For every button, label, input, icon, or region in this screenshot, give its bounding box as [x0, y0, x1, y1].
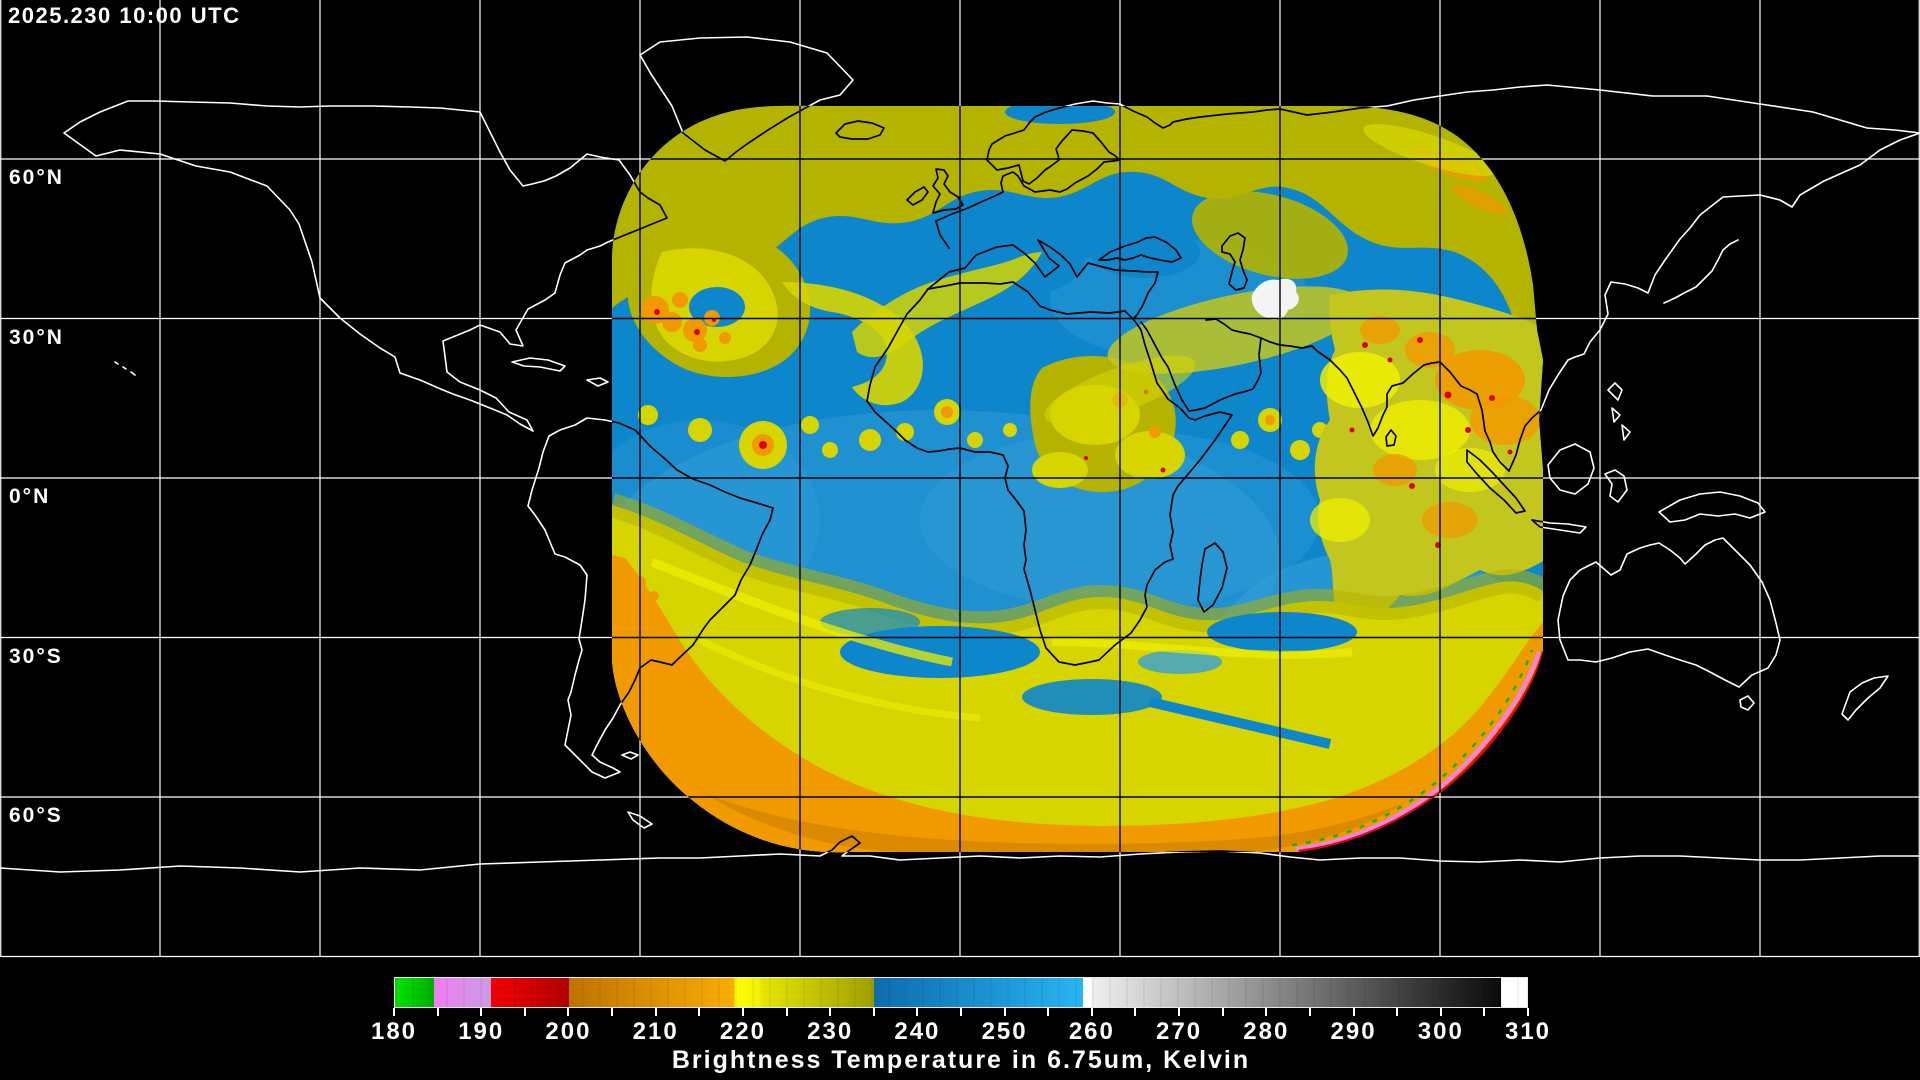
- coast-sri-lanka: [1385, 429, 1397, 447]
- warm-white-patch: [1251, 278, 1299, 320]
- colorbar-minor-tick: [480, 1008, 483, 1016]
- colorbar-minor-tick: [1134, 1008, 1137, 1016]
- colorbar-minor-tick: [1178, 1008, 1181, 1016]
- colorbar-minor-tick: [1396, 1008, 1399, 1016]
- colorbar-minor-tick: [1090, 1008, 1093, 1016]
- coast-arabia: [1140, 318, 1262, 412]
- colorbar-tick-label: 260: [1068, 1018, 1115, 1045]
- tropical-storm-core: [759, 441, 767, 449]
- coast-philippines: [1607, 382, 1631, 441]
- colorbar-minor-tick: [567, 1008, 570, 1016]
- coast-europe-atlantic: [935, 132, 1121, 249]
- latitude-label: 60°N: [9, 166, 64, 189]
- colorbar-tick-label: 220: [719, 1018, 766, 1045]
- coast-russia-arctic: [1172, 105, 1543, 134]
- colorbar-tick-label: 190: [458, 1018, 505, 1045]
- colorbar-minor-tick: [523, 1008, 526, 1016]
- cloud-orange-cluster: [641, 292, 731, 352]
- cloud-north-band: [612, 105, 1543, 380]
- coast-japan: [1663, 239, 1739, 304]
- coast-australia: [1557, 537, 1781, 688]
- colorbar-minor-tick: [785, 1008, 788, 1016]
- colorbar-minor-tick: [1221, 1008, 1224, 1016]
- limb-arc-green: [1291, 649, 1534, 847]
- coast-cuba: [511, 357, 566, 372]
- colorbar-tick-label: 250: [981, 1018, 1028, 1045]
- colorbar-minor-tick: [916, 1008, 919, 1016]
- cloud-iberia-band: [852, 252, 1042, 358]
- colorbar-tick-label: 230: [807, 1018, 854, 1045]
- colorbar-minor-tick: [1483, 1008, 1486, 1016]
- coast-new-zealand: [1841, 675, 1889, 721]
- coast-caspian-sea: [1221, 232, 1248, 291]
- colorbar-tick-label: 270: [1156, 1018, 1203, 1045]
- coast-sumatra: [1466, 449, 1526, 514]
- coast-iran-gulf: [1260, 337, 1318, 352]
- coast-south-georgia: [627, 811, 653, 829]
- coast-java: [1531, 519, 1587, 534]
- latitude-label: 30°N: [9, 325, 64, 349]
- coast-mediterranean-north: [927, 239, 1159, 320]
- coast-new-guinea: [1658, 491, 1766, 523]
- colorbar-minor-tick: [1527, 1008, 1529, 1016]
- colorbar-minor-tick: [654, 1008, 657, 1016]
- coast-hawaii: [114, 361, 136, 376]
- coast-iceland: [835, 120, 885, 140]
- coast-east-asia: [1508, 132, 1920, 472]
- coast-falklands: [621, 751, 639, 760]
- colorbar-title: Brightness Temperature in 6.75um, Kelvin: [671, 1046, 1251, 1074]
- colorbar-tick-label: 280: [1243, 1018, 1290, 1045]
- coast-madagascar: [1197, 542, 1228, 613]
- latitude-label: 60°S: [9, 804, 63, 827]
- coast-india: [1316, 350, 1510, 472]
- colorbar-tick-label: 210: [632, 1018, 679, 1045]
- coast-borneo: [1547, 443, 1595, 495]
- colorbar-minor-tick: [611, 1008, 614, 1016]
- colorbar-tick-label: 180: [370, 1018, 418, 1045]
- colorbar-minor-tick: [960, 1008, 962, 1016]
- coast-black-sea: [1098, 236, 1182, 263]
- colorbar-minor-tick: [1439, 1008, 1442, 1016]
- colorbar: [394, 977, 1528, 1008]
- colorbar-minor-tick: [872, 1008, 875, 1016]
- colorbar-minor-tick: [393, 1008, 395, 1016]
- colorbar-minor-tick: [1308, 1008, 1311, 1016]
- cloud-itcz-cells: [638, 399, 1328, 469]
- colorbar-tick-label: 290: [1330, 1018, 1377, 1045]
- colorbar-minor-tick: [1003, 1008, 1006, 1016]
- colorbar-minor-tick: [1265, 1008, 1268, 1016]
- coast-sulawesi: [1604, 469, 1628, 503]
- colorbar-minor-tick: [436, 1008, 439, 1016]
- colorbar-minor-tick: [1352, 1008, 1355, 1016]
- latitude-label: 30°S: [9, 644, 63, 668]
- coast-britain: [932, 168, 964, 214]
- coast-africa: [866, 281, 1233, 666]
- coast-south-america: [612, 417, 774, 779]
- colorbar-minor-tick: [829, 1008, 832, 1016]
- coast-scandinavia: [986, 105, 1174, 185]
- satellite-swath: [612, 105, 1543, 853]
- timestamp-label: 2025.230 10:00 UTC: [8, 3, 241, 28]
- colorbar-minor-tick: [1047, 1008, 1050, 1016]
- limb-arc-pink: [1295, 651, 1541, 851]
- coast-ireland: [906, 186, 929, 206]
- latitude-label: 0°N: [9, 485, 51, 508]
- colorbar-tick-label: 310: [1504, 1018, 1552, 1045]
- colorbar-minor-tick: [741, 1008, 744, 1016]
- coast-tasmania: [1739, 695, 1755, 711]
- colorbar-minor-tick: [698, 1008, 701, 1016]
- colorbar-tick-label: 240: [894, 1018, 941, 1045]
- colorbar-tick-label: 200: [545, 1018, 592, 1045]
- coast-hispaniola: [586, 377, 609, 387]
- colorbar-tick-label: 300: [1417, 1018, 1464, 1045]
